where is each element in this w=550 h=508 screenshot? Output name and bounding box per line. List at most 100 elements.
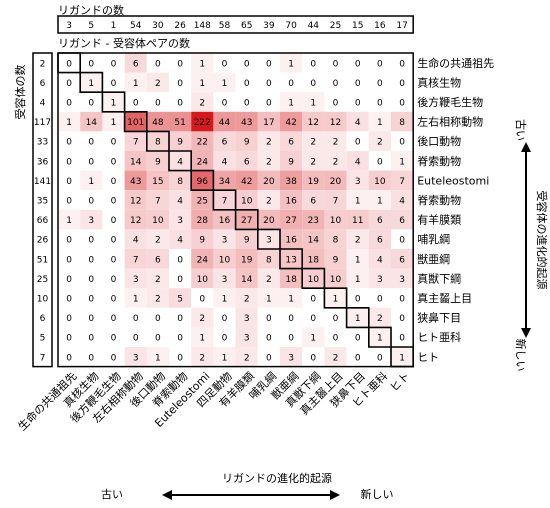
right-axis-arrow-up — [521, 142, 531, 152]
heatmap-cell — [102, 53, 125, 73]
heatmap-cell — [346, 268, 369, 289]
cell-value: 4 — [177, 197, 183, 207]
heatmap-cell — [302, 53, 325, 73]
heatmap-cell — [124, 170, 147, 191]
heatmap-cell — [124, 53, 147, 73]
cell-value: 12 — [130, 197, 141, 207]
heatmap-cell — [280, 72, 303, 93]
cell-value: 0 — [310, 59, 316, 69]
heatmap-cell — [169, 53, 192, 73]
cell-value: 14 — [86, 118, 98, 128]
cell-value: 3 — [88, 216, 94, 226]
cell-value: 4 — [377, 255, 383, 265]
cell-value: 0 — [333, 59, 339, 69]
ligand-count: 70 — [285, 21, 297, 31]
heatmap-cell — [124, 72, 147, 93]
heatmap-cell — [235, 131, 258, 151]
cell-value: 43 — [130, 177, 141, 187]
heatmap-cell — [368, 72, 391, 93]
heatmap-cell — [146, 92, 169, 112]
heatmap-cell — [169, 131, 192, 151]
cell-value: 10 — [330, 275, 342, 285]
heatmap-cell — [58, 170, 81, 191]
heatmap-cell — [324, 151, 347, 171]
ligand-count: 17 — [396, 21, 407, 31]
heatmap-cell — [280, 131, 303, 151]
cell-value: 8 — [266, 255, 272, 265]
heatmap-cell — [102, 111, 125, 132]
cell-value: 7 — [133, 255, 139, 265]
cell-value: 0 — [355, 138, 361, 148]
heatmap-cell — [346, 151, 369, 171]
heatmap-cell — [169, 347, 192, 367]
cell-value: 0 — [111, 177, 117, 187]
cell-value: 0 — [266, 99, 272, 109]
cell-value: 0 — [288, 314, 294, 324]
heatmap-cell — [191, 229, 214, 249]
cell-value: 0 — [199, 295, 205, 305]
cell-value: 0 — [88, 236, 94, 246]
heatmap-cell — [324, 229, 347, 249]
heatmap-cell — [102, 72, 125, 93]
cell-value: 44 — [219, 118, 231, 128]
cell-value: 0 — [355, 99, 361, 109]
heatmap-cell — [391, 268, 414, 289]
cell-value: 2 — [355, 236, 361, 246]
cell-value: 16 — [219, 216, 231, 226]
heatmap-cell — [124, 190, 147, 210]
cell-value: 0 — [399, 79, 405, 89]
cell-value: 0 — [377, 99, 383, 109]
heatmap-cell — [102, 209, 125, 230]
cell-value: 42 — [285, 118, 296, 128]
heatmap-cell — [280, 151, 303, 171]
heatmap-cell — [324, 190, 347, 210]
cell-value: 1 — [333, 295, 339, 305]
heatmap-cell — [58, 111, 81, 132]
cell-value: 6 — [310, 197, 316, 207]
cell-value: 0 — [399, 334, 405, 344]
heatmap-cell — [213, 92, 236, 112]
cell-value: 2 — [155, 295, 161, 305]
heatmap-cell — [102, 170, 125, 191]
cell-value: 4 — [399, 197, 405, 207]
cell-value: 8 — [177, 177, 183, 187]
right-axis-bottom-end: 新しい — [514, 339, 528, 372]
cell-value: 10 — [241, 197, 253, 207]
heatmap-cell — [169, 92, 192, 112]
heatmap-cell — [280, 268, 303, 289]
cell-value: 1 — [377, 197, 383, 207]
heatmap-cell — [58, 288, 81, 308]
heatmap-cell — [213, 151, 236, 171]
heatmap-cell — [257, 307, 280, 328]
heatmap-cell — [124, 229, 147, 249]
cell-value: 0 — [155, 99, 161, 109]
heatmap-cell — [102, 229, 125, 249]
cell-value: 0 — [377, 295, 383, 305]
cell-value: 9 — [288, 157, 294, 167]
row-label: 有羊膜類 — [417, 213, 461, 227]
cell-value: 0 — [133, 314, 139, 324]
heatmap-cell — [257, 249, 280, 269]
cell-value: 13 — [285, 255, 296, 265]
cell-value: 0 — [88, 275, 94, 285]
ligand-count: 5 — [88, 21, 94, 31]
heatmap-cell — [169, 209, 192, 230]
cell-value: 0 — [66, 255, 72, 265]
cell-value: 0 — [399, 295, 405, 305]
heatmap-cell — [391, 72, 414, 93]
heatmap-cell — [80, 111, 103, 132]
cell-value: 2 — [266, 197, 272, 207]
cell-value: 0 — [133, 99, 139, 109]
cell-value: 0 — [66, 275, 72, 285]
heatmap-cell — [124, 249, 147, 269]
heatmap-cell — [235, 268, 258, 289]
heatmap-cell — [169, 288, 192, 308]
cell-value: 0 — [177, 334, 183, 344]
cell-value: 19 — [241, 255, 253, 265]
heatmap-cell — [235, 53, 258, 73]
ligand-count: 25 — [330, 21, 341, 31]
ligand-count-title: リガンドの数 — [58, 4, 124, 17]
cell-value: 0 — [111, 59, 117, 69]
heatmap-cell — [324, 92, 347, 112]
column-labels: 生命の共通祖先真核生物後方鞭毛生物左右相称動物後口動物脊索動物Euteleost… — [15, 369, 412, 433]
